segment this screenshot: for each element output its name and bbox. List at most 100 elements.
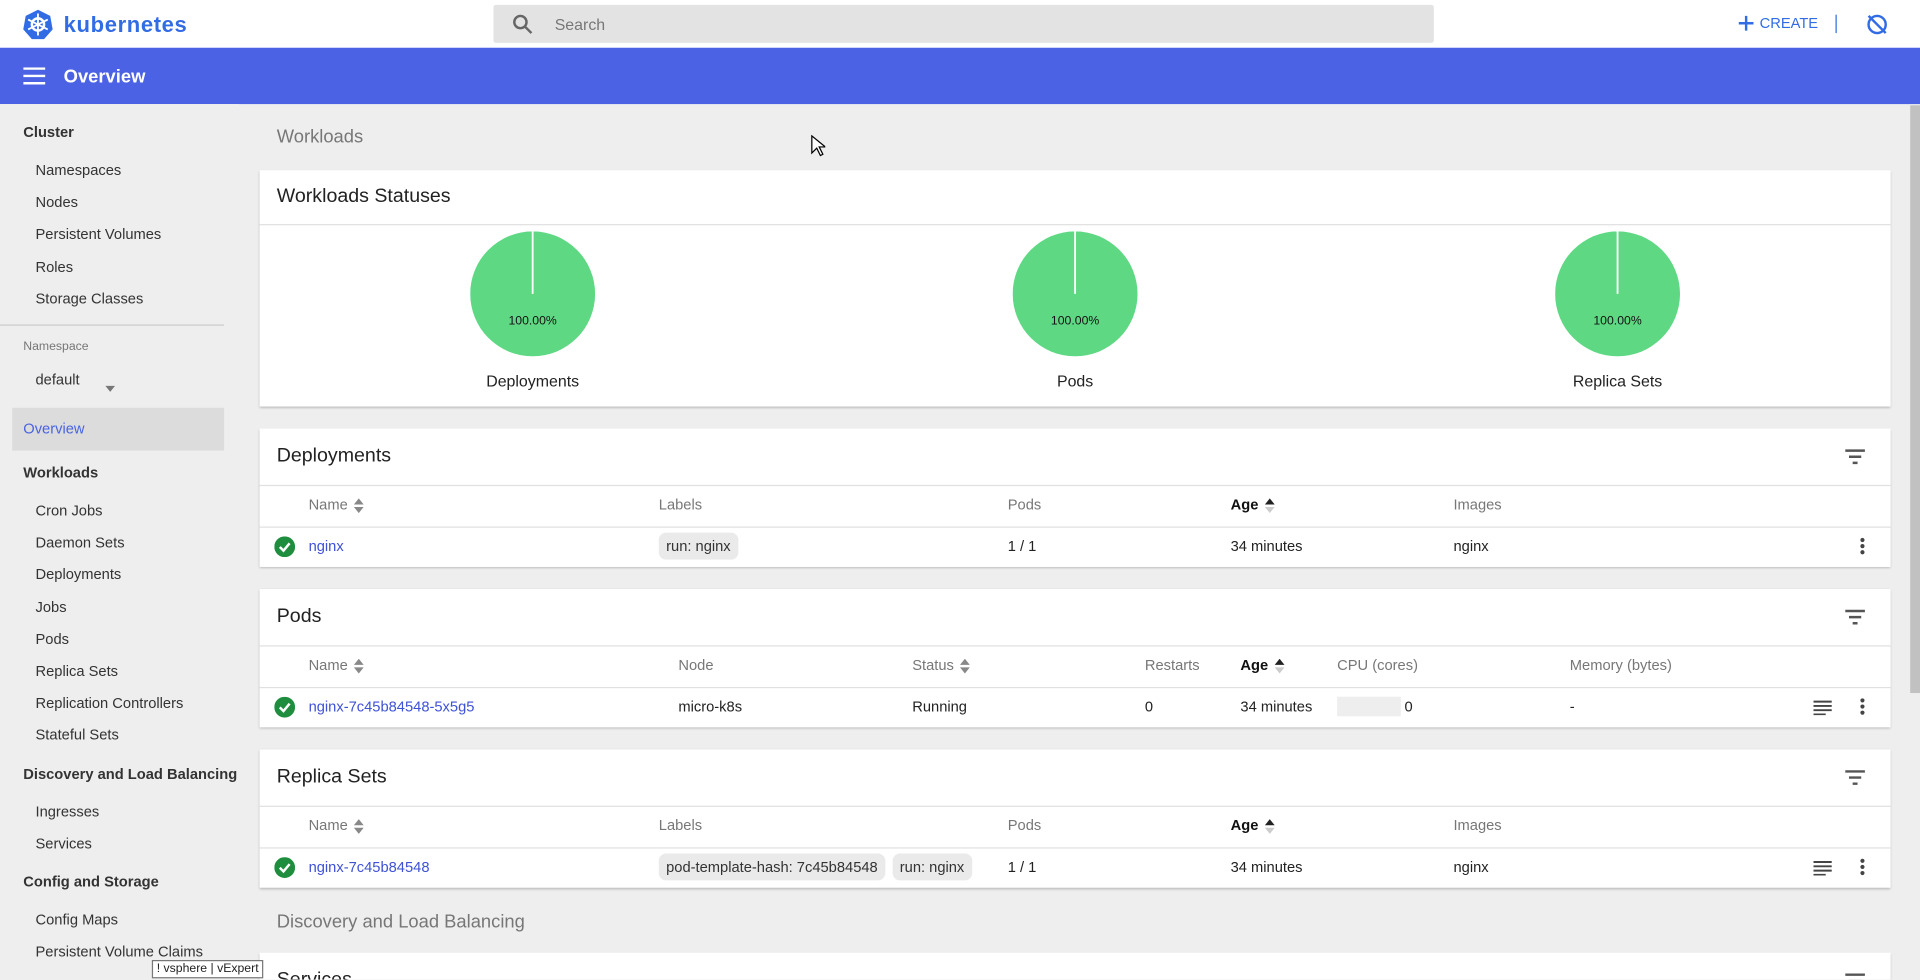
column-header[interactable]: Name: [308, 816, 348, 834]
section-heading: Discovery and Load Balancing: [276, 911, 525, 933]
status-icon: [274, 857, 296, 878]
filter-icon[interactable]: [1844, 609, 1866, 626]
pie-label: 100.00%: [1050, 314, 1100, 329]
sidebar-item[interactable]: Cron Jobs: [35, 502, 103, 520]
column-header: Node: [678, 656, 714, 674]
pie-label: 100.00%: [508, 314, 557, 329]
sidebar-item[interactable]: Ingresses: [35, 802, 100, 820]
sort-icon: [353, 818, 364, 834]
cpu-value: 0: [1404, 697, 1413, 716]
status-icon: [274, 696, 296, 718]
sidebar-item[interactable]: Storage Classes: [35, 289, 144, 308]
table-card: Replica Sets Name Labels Pods Age Images nginx…: [259, 749, 1891, 888]
logs-icon[interactable]: [1813, 699, 1832, 716]
sidebar-item[interactable]: Pods: [35, 630, 70, 648]
sidebar-item[interactable]: Replication Controllers: [35, 694, 184, 712]
column-header[interactable]: Name: [308, 656, 348, 674]
status-card: Workloads Statuses 100.00% Deployments 100.…: [259, 170, 1891, 407]
cell: nginx: [1453, 858, 1489, 876]
pie-caption: Replica Sets: [1572, 371, 1663, 391]
sidebar-active[interactable]: Overview: [23, 420, 85, 438]
sidebar-item[interactable]: Roles: [35, 257, 74, 276]
sort-icon: [1264, 818, 1275, 834]
sidebar-item[interactable]: Jobs: [35, 598, 67, 616]
sidebar-item[interactable]: Deployments: [35, 566, 122, 584]
sidebar-item[interactable]: Stateful Sets: [35, 726, 119, 744]
more-icon[interactable]: [1859, 858, 1866, 876]
menu-icon[interactable]: [23, 67, 46, 85]
sidebar-item[interactable]: Persistent Volumes: [35, 225, 162, 243]
card-title: Pods: [276, 606, 322, 627]
tooltip: ! vsphere | vExpert: [151, 960, 264, 979]
pie-chart: [1012, 231, 1138, 357]
card-title: Services: [277, 970, 352, 979]
card-title: Deployments: [276, 445, 392, 467]
sidebar-heading[interactable]: Workloads: [23, 464, 99, 482]
pie-caption: Pods: [1056, 371, 1094, 391]
sidebar-heading[interactable]: Config and Storage: [23, 873, 159, 891]
table-card: Pods Name Node Status Restarts Age CPU (cores)…: [259, 588, 1891, 728]
user-icon[interactable]: [1865, 12, 1889, 36]
search-box[interactable]: [493, 4, 1434, 43]
sidebar-item[interactable]: Config Maps: [35, 911, 119, 929]
column-header: Restarts: [1144, 656, 1200, 674]
column-header[interactable]: Status: [912, 656, 954, 674]
search-icon: [512, 13, 534, 35]
sidebar-item[interactable]: Services: [35, 834, 92, 852]
sort-icon: [1264, 497, 1275, 514]
more-icon[interactable]: [1859, 698, 1866, 715]
sidebar-item[interactable]: Persistent Volume Claims: [35, 943, 203, 961]
divider: [259, 224, 1891, 226]
divider: [259, 484, 1891, 487]
resource-link[interactable]: nginx-7c45b84548-5x5g5: [308, 697, 475, 716]
filter-icon[interactable]: [1844, 769, 1866, 786]
sidebar-item[interactable]: Nodes: [35, 193, 78, 211]
filter-icon[interactable]: [1844, 448, 1866, 465]
card-title: Workloads Statuses: [276, 186, 451, 207]
filter-icon[interactable]: [1844, 972, 1866, 979]
cursor: [811, 134, 828, 157]
cell: nginx: [1453, 537, 1489, 555]
column-header[interactable]: Age: [1230, 495, 1259, 514]
divider: [259, 645, 1891, 647]
divider: [259, 526, 1891, 528]
column-header: Memory (bytes): [1569, 656, 1672, 674]
cell: micro-k8s: [678, 697, 743, 716]
active-item-bg: [12, 407, 225, 451]
pie-chart: [1555, 231, 1681, 357]
column-header: Images: [1453, 495, 1502, 514]
more-icon[interactable]: [1859, 537, 1866, 555]
status-icon: [274, 536, 296, 558]
sidebar-heading[interactable]: Discovery and Load Balancing: [23, 764, 238, 782]
column-header[interactable]: Age: [1230, 816, 1259, 834]
resource-link[interactable]: nginx-7c45b84548: [308, 858, 430, 876]
column-header: Pods: [1007, 816, 1042, 834]
create-plus[interactable]: [1738, 15, 1755, 32]
cell: 0: [1144, 697, 1154, 716]
toolbar: [0, 47, 1920, 105]
sidebar-heading[interactable]: Cluster: [23, 123, 74, 141]
logo-icon: [22, 9, 54, 41]
cell: 34 minutes: [1240, 697, 1313, 716]
cell: 34 minutes: [1230, 858, 1303, 876]
column-header: CPU (cores): [1337, 656, 1418, 674]
divider: [259, 847, 1891, 849]
label-chip: pod-template-hash: 7c45b84548: [658, 853, 886, 881]
label-chip: run: nginx: [658, 532, 739, 560]
table-card: Deployments Name Labels Pods Age Images nginx r…: [259, 428, 1891, 567]
sidebar-item[interactable]: Namespaces: [35, 161, 122, 179]
pie-chart: [470, 231, 596, 357]
divider: [259, 686, 1891, 689]
section-heading: Workloads: [276, 126, 364, 148]
sidebar-item[interactable]: Daemon Sets: [35, 534, 125, 552]
cpu-bar: [1337, 696, 1401, 717]
column-header[interactable]: Name: [308, 495, 348, 514]
sidebar-item[interactable]: Replica Sets: [35, 662, 119, 680]
namespace-select[interactable]: default: [35, 371, 80, 389]
logs-icon[interactable]: [1813, 860, 1832, 876]
column-header[interactable]: Age: [1240, 656, 1269, 674]
create-button[interactable]: CREATE: [1759, 14, 1819, 32]
toolbar-title: Overview: [63, 66, 146, 88]
resource-link[interactable]: nginx: [308, 537, 344, 555]
